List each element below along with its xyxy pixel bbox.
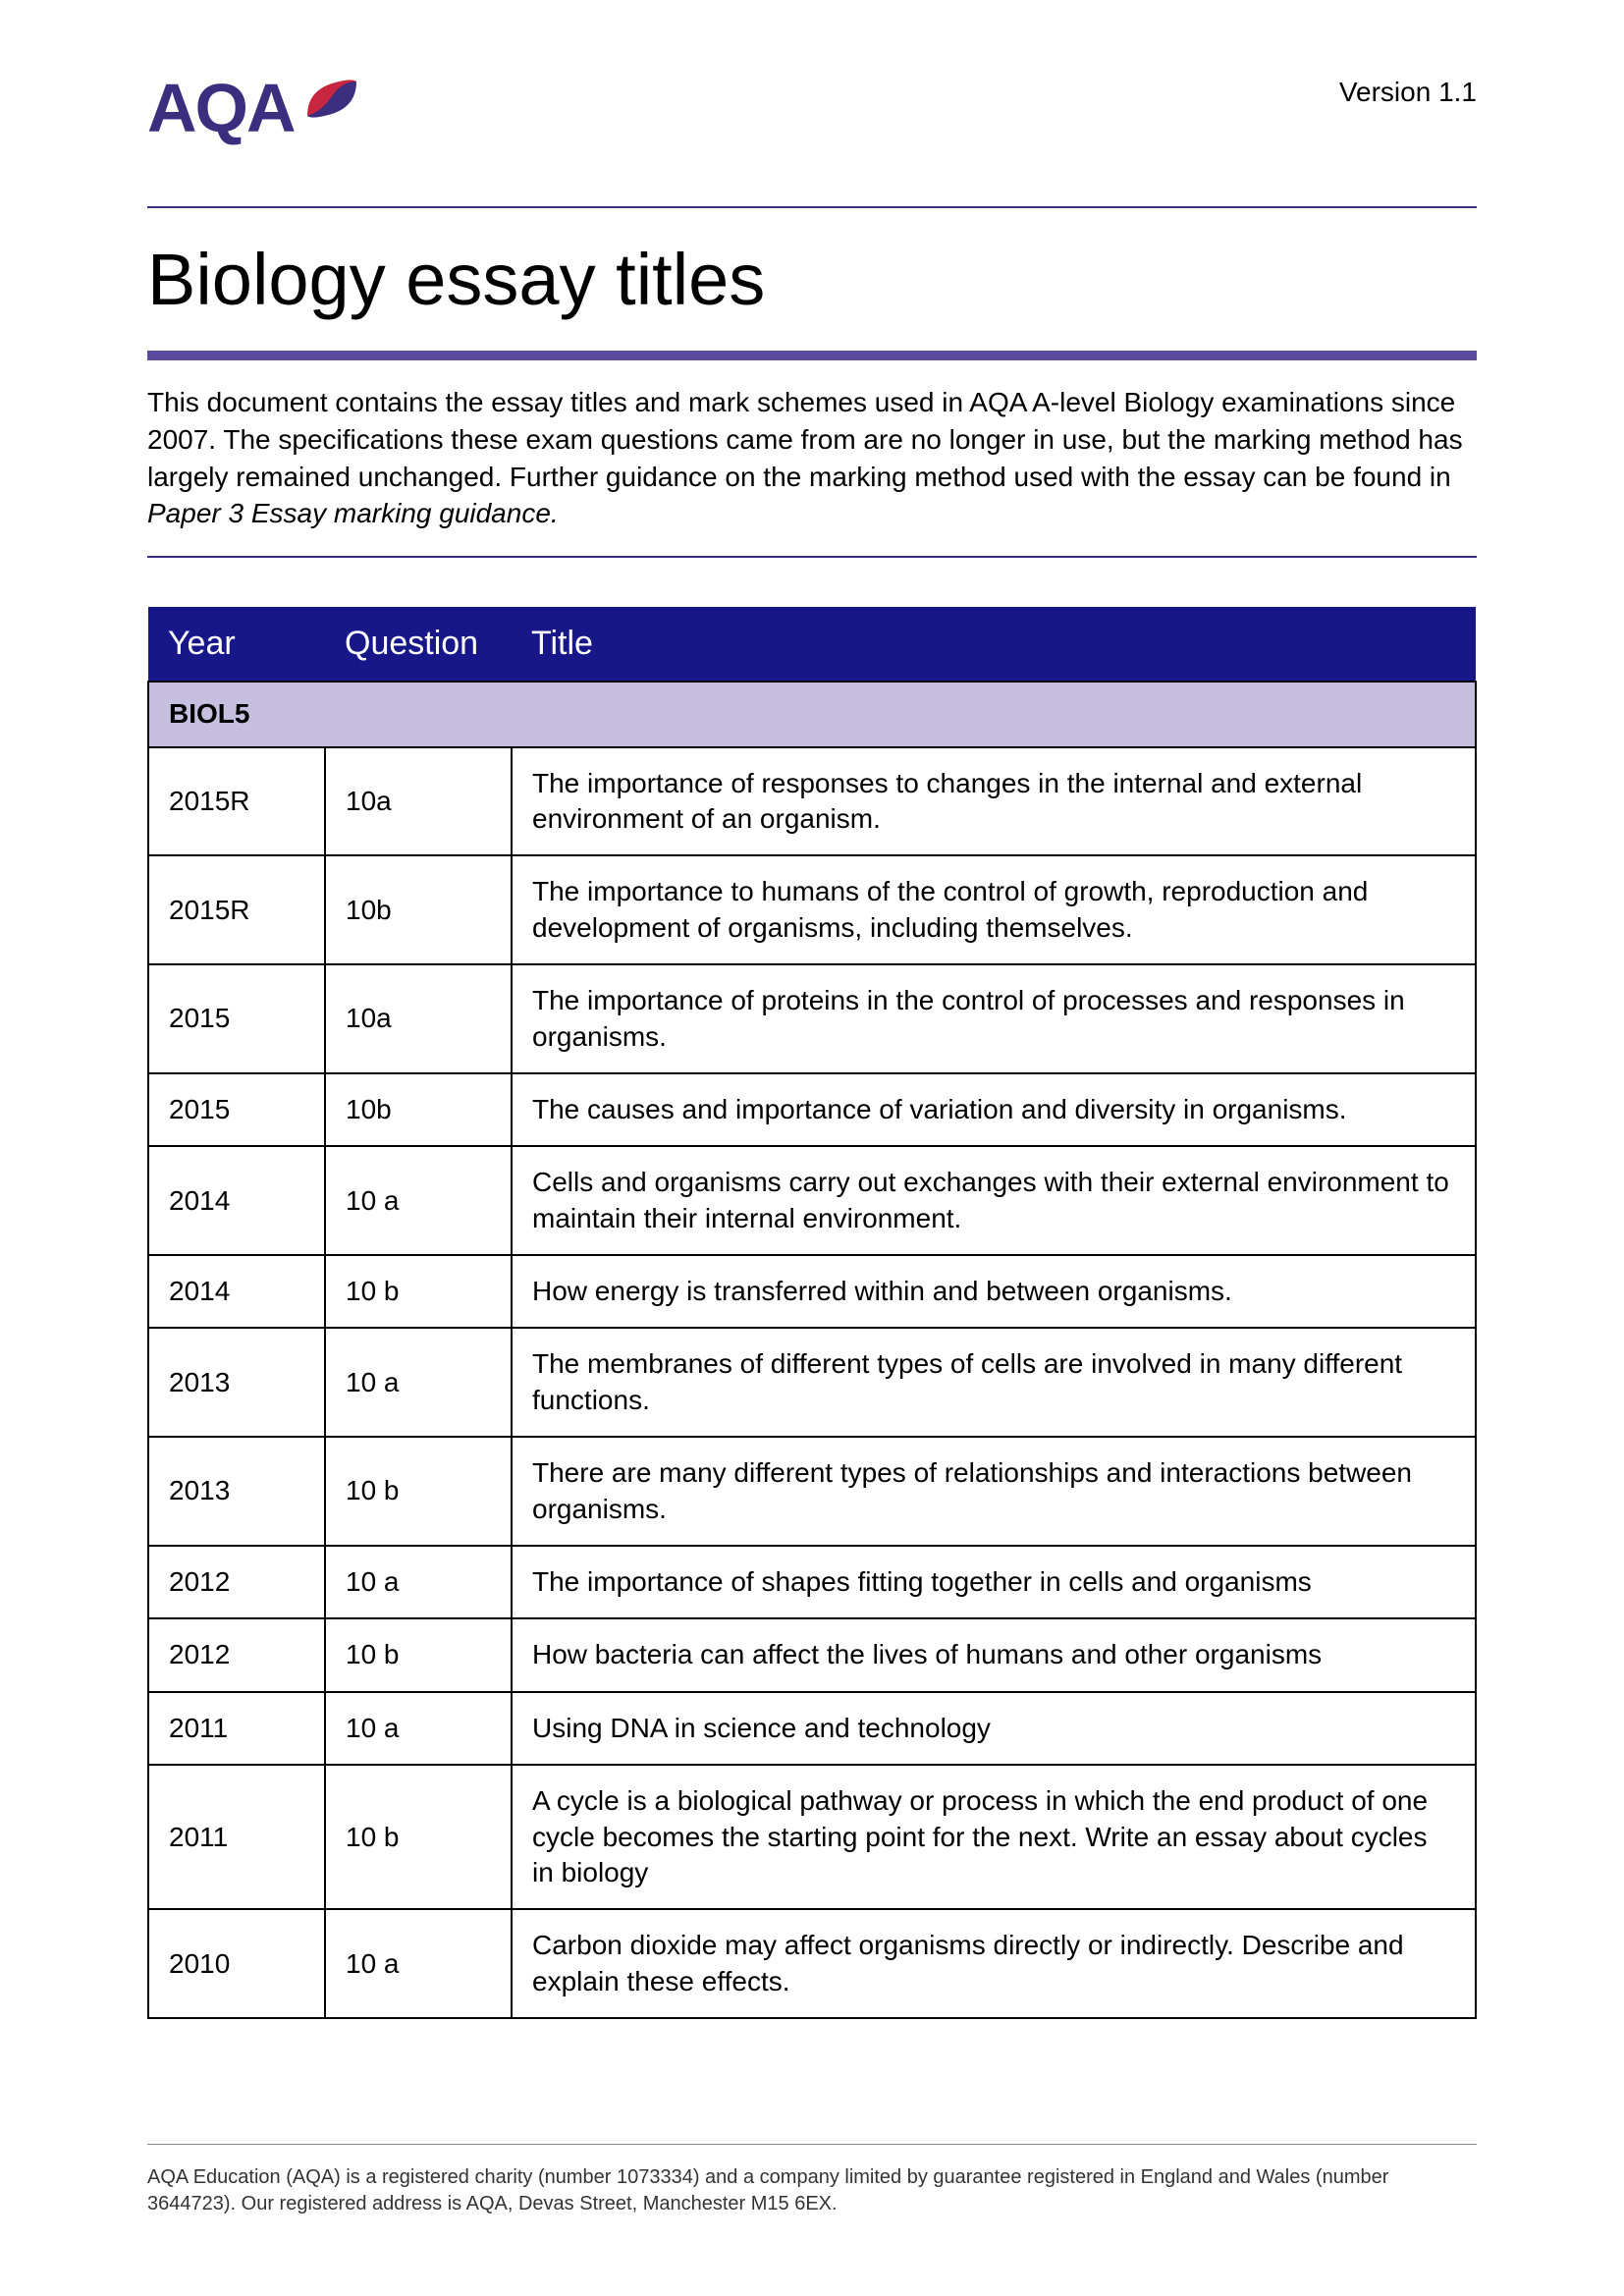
cell-question: 10 b <box>325 1255 512 1328</box>
cell-question: 10 b <box>325 1765 512 1909</box>
cell-question: 10 a <box>325 1328 512 1437</box>
cell-title: How energy is transferred within and bet… <box>512 1255 1476 1328</box>
header: AQA Version 1.1 <box>147 69 1477 147</box>
table-row: 201510aThe importance of proteins in the… <box>148 964 1476 1073</box>
table-row: 2015R10bThe importance to humans of the … <box>148 855 1476 964</box>
cell-title: The membranes of different types of cell… <box>512 1328 1476 1437</box>
divider-thin-top <box>147 206 1477 208</box>
col-header-title: Title <box>512 607 1476 682</box>
cell-title: How bacteria can affect the lives of hum… <box>512 1618 1476 1691</box>
cell-year: 2012 <box>148 1618 325 1691</box>
cell-year: 2013 <box>148 1437 325 1546</box>
cell-title: Cells and organisms carry out exchanges … <box>512 1146 1476 1255</box>
cell-year: 2014 <box>148 1255 325 1328</box>
cell-question: 10 a <box>325 1909 512 2018</box>
table-row: 201410 aCells and organisms carry out ex… <box>148 1146 1476 1255</box>
intro-paragraph: This document contains the essay titles … <box>147 384 1477 556</box>
cell-title: The importance of shapes fitting togethe… <box>512 1546 1476 1618</box>
cell-title: The importance of responses to changes i… <box>512 747 1476 856</box>
divider-thin-bottom <box>147 556 1477 558</box>
intro-text: This document contains the essay titles … <box>147 387 1463 492</box>
cell-question: 10 a <box>325 1546 512 1618</box>
table-row: 201010 aCarbon dioxide may affect organi… <box>148 1909 1476 2018</box>
table-row: 201310 aThe membranes of different types… <box>148 1328 1476 1437</box>
table-row: 201110 aUsing DNA in science and technol… <box>148 1692 1476 1765</box>
logo-text: AQA <box>147 69 295 147</box>
logo-mark-icon <box>302 72 361 126</box>
cell-year: 2010 <box>148 1909 325 2018</box>
table-row: 201410 bHow energy is transferred within… <box>148 1255 1476 1328</box>
table-row: 2015R10aThe importance of responses to c… <box>148 747 1476 856</box>
table-row: 201210 aThe importance of shapes fitting… <box>148 1546 1476 1618</box>
cell-title: The importance to humans of the control … <box>512 855 1476 964</box>
cell-title: A cycle is a biological pathway or proce… <box>512 1765 1476 1909</box>
cell-title: There are many different types of relati… <box>512 1437 1476 1546</box>
cell-title: The importance of proteins in the contro… <box>512 964 1476 1073</box>
cell-year: 2011 <box>148 1692 325 1765</box>
cell-question: 10b <box>325 1073 512 1146</box>
divider-thick <box>147 351 1477 360</box>
col-header-question: Question <box>325 607 512 682</box>
cell-title: The causes and importance of variation a… <box>512 1073 1476 1146</box>
section-row: BIOL5 <box>148 682 1476 746</box>
table-row: 201210 bHow bacteria can affect the live… <box>148 1618 1476 1691</box>
logo: AQA <box>147 69 361 147</box>
cell-year: 2015R <box>148 747 325 856</box>
cell-year: 2014 <box>148 1146 325 1255</box>
table-header-row: Year Question Title <box>148 607 1476 682</box>
version-label: Version 1.1 <box>1339 69 1477 108</box>
cell-question: 10 b <box>325 1618 512 1691</box>
section-label: BIOL5 <box>148 682 1476 746</box>
cell-question: 10 a <box>325 1692 512 1765</box>
table-row: 201510bThe causes and importance of vari… <box>148 1073 1476 1146</box>
cell-question: 10b <box>325 855 512 964</box>
cell-year: 2013 <box>148 1328 325 1437</box>
cell-year: 2015R <box>148 855 325 964</box>
cell-question: 10a <box>325 747 512 856</box>
cell-year: 2015 <box>148 964 325 1073</box>
cell-year: 2012 <box>148 1546 325 1618</box>
cell-question: 10a <box>325 964 512 1073</box>
cell-year: 2011 <box>148 1765 325 1909</box>
cell-title: Carbon dioxide may affect organisms dire… <box>512 1909 1476 2018</box>
page-title: Biology essay titles <box>147 238 1477 321</box>
table-row: 201310 bThere are many different types o… <box>148 1437 1476 1546</box>
intro-em: Paper 3 Essay marking guidance. <box>147 498 559 528</box>
cell-year: 2015 <box>148 1073 325 1146</box>
essay-table: Year Question Title BIOL5 2015R10aThe im… <box>147 607 1477 2019</box>
cell-question: 10 b <box>325 1437 512 1546</box>
col-header-year: Year <box>148 607 325 682</box>
footer-text: AQA Education (AQA) is a registered char… <box>147 2144 1477 2217</box>
cell-question: 10 a <box>325 1146 512 1255</box>
table-row: 201110 bA cycle is a biological pathway … <box>148 1765 1476 1909</box>
cell-title: Using DNA in science and technology <box>512 1692 1476 1765</box>
